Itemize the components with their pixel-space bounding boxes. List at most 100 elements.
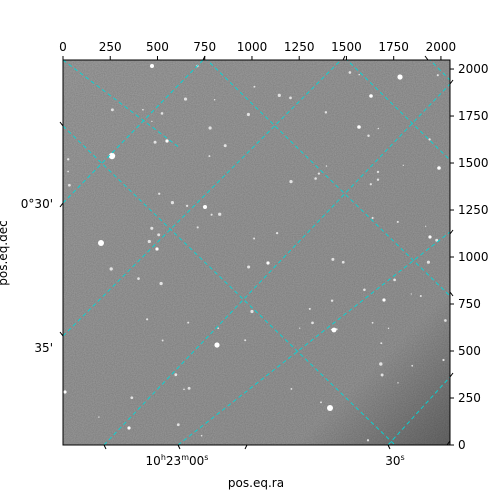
bright-star [98, 240, 104, 246]
star [366, 439, 370, 442]
star [161, 339, 164, 342]
bright-star [108, 152, 116, 160]
star [183, 97, 188, 101]
star [330, 299, 334, 302]
star [397, 382, 399, 384]
star [369, 183, 372, 186]
right-axis-tick-label: 250 [458, 391, 481, 405]
right-pixel-axis: 0 250 500 750 1000 1250 1500 1750 2000 [450, 62, 489, 452]
star [159, 281, 163, 286]
star [98, 416, 100, 418]
right-axis-tick-label: 0 [458, 438, 466, 452]
x-axis-title: pos.eq.ra [228, 476, 284, 490]
star [410, 293, 412, 295]
coordinate-grid [63, 60, 450, 445]
star [393, 278, 396, 282]
top-axis-tick-label: 1500 [331, 40, 362, 54]
ra-tick-marks [103, 440, 451, 450]
star [253, 85, 256, 88]
grid-line [346, 60, 450, 161]
star [380, 342, 383, 345]
grid-line [177, 231, 450, 445]
bright-star [165, 139, 169, 143]
dec-tick-mark [59, 202, 64, 208]
star [387, 327, 390, 330]
dec-tick-mark [449, 291, 454, 297]
bright-star [150, 64, 154, 68]
star [67, 170, 70, 173]
star [176, 423, 180, 427]
star [153, 140, 157, 144]
grid-line [387, 376, 450, 445]
star [253, 237, 256, 240]
dec-tick-mark [424, 55, 429, 61]
star [130, 396, 134, 400]
star [289, 179, 293, 184]
star [157, 233, 161, 237]
star [174, 373, 178, 377]
top-axis-tick-label: 750 [193, 40, 216, 54]
star [223, 144, 227, 148]
star [367, 134, 370, 138]
star [170, 200, 175, 205]
bright-star [127, 426, 131, 430]
dec-tick-label-1: 0°30' [21, 197, 53, 211]
ra-tick-label-1: 10h23m00s [146, 453, 209, 468]
bright-star [397, 74, 403, 80]
star [158, 192, 161, 195]
dec-tick-mark [449, 372, 454, 378]
ra-tick-mark [446, 440, 451, 446]
top-pixel-axis: 0 250 500 750 1000 1250 1500 1750 2000 [59, 40, 456, 60]
star [200, 434, 203, 437]
star [250, 309, 254, 314]
dec-tick-mark [342, 55, 346, 61]
image-vignette [63, 60, 450, 445]
star [363, 288, 366, 292]
ra-tick-mark [177, 444, 181, 450]
top-axis-tick-label: 1750 [378, 40, 409, 54]
star [311, 321, 314, 325]
star [183, 388, 185, 391]
bright-star [437, 166, 441, 170]
star [246, 112, 250, 117]
bright-star [357, 125, 361, 129]
bright-star [203, 205, 207, 209]
star [435, 238, 439, 242]
bright-star [331, 327, 337, 333]
star [196, 226, 199, 229]
right-axis-tick-label: 1250 [458, 203, 489, 217]
dec-tick-marks [59, 55, 454, 378]
right-axis-tick-label: 1000 [458, 250, 489, 264]
star [208, 126, 212, 130]
top-axis-tick-label: 2000 [426, 40, 457, 54]
dec-tick-label-2: 35' [34, 341, 53, 355]
star [218, 212, 222, 216]
star [426, 260, 430, 264]
star [376, 170, 380, 174]
star [358, 73, 360, 76]
star [244, 339, 247, 342]
star [436, 74, 439, 77]
star [317, 172, 321, 175]
right-axis-tick-label: 1750 [458, 109, 489, 123]
star [314, 177, 317, 180]
sky-image [63, 60, 450, 445]
grid-line [429, 60, 450, 81]
star [380, 373, 384, 377]
dec-tick-mark [59, 121, 64, 127]
axes-frame [62, 59, 451, 446]
star [185, 204, 189, 208]
star [146, 318, 149, 321]
bright-star [428, 235, 432, 239]
star [247, 265, 251, 269]
bright-star [382, 298, 386, 302]
star [110, 108, 114, 112]
grid-line [103, 83, 450, 445]
grid-line [206, 60, 450, 297]
star [371, 216, 374, 220]
star [425, 225, 427, 227]
star [150, 226, 154, 230]
star [147, 239, 151, 244]
star [428, 138, 431, 141]
